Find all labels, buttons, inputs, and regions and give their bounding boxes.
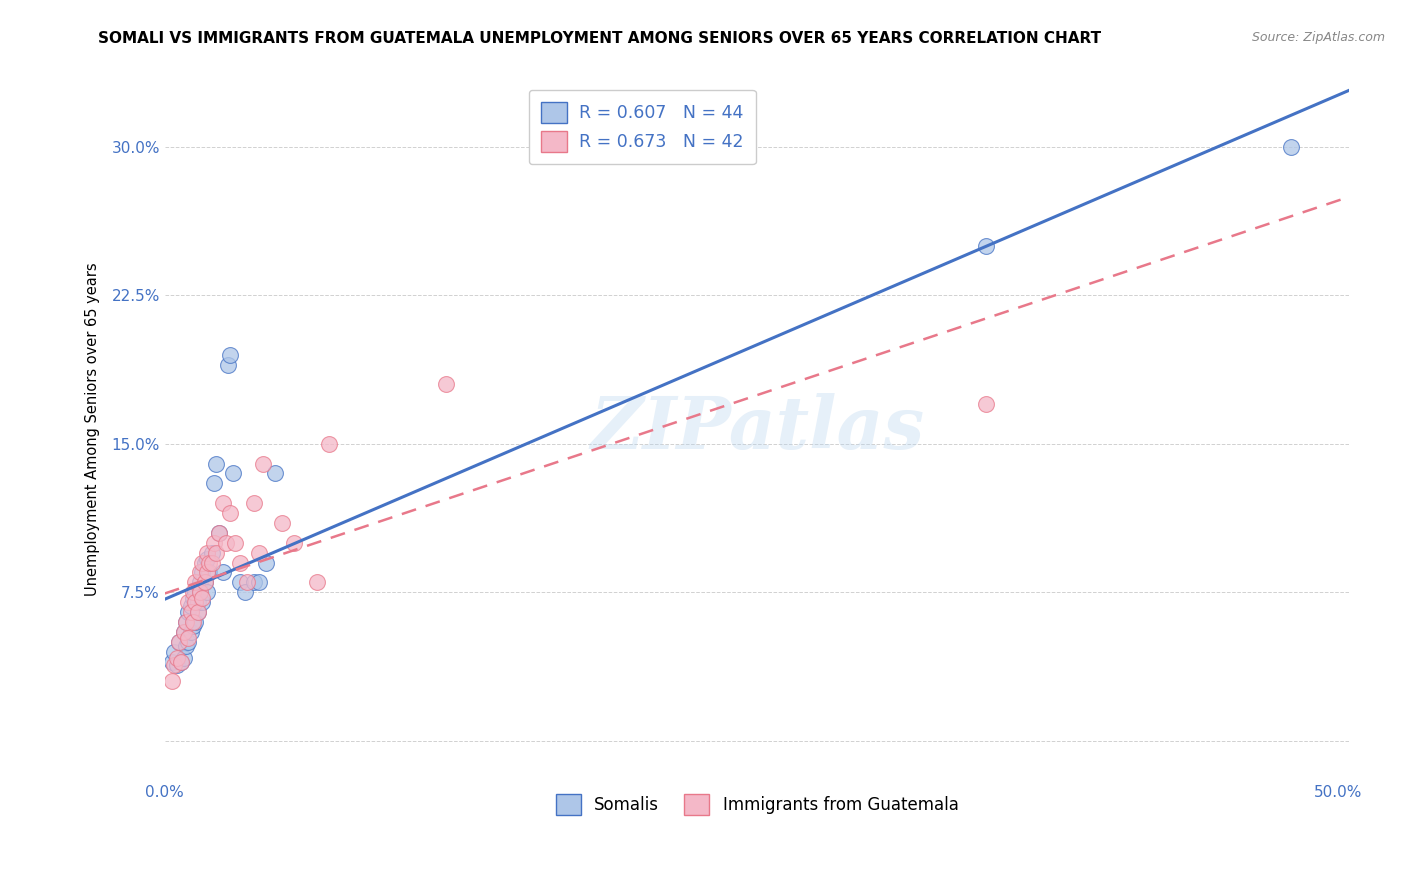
Point xyxy=(170,655,193,669)
Point xyxy=(1279,140,1302,154)
Point xyxy=(181,591,204,606)
Point xyxy=(163,658,186,673)
Point xyxy=(180,605,202,619)
Point xyxy=(236,575,259,590)
Point xyxy=(271,516,294,530)
Point xyxy=(187,595,209,609)
Point xyxy=(974,397,997,411)
Point xyxy=(187,605,209,619)
Point xyxy=(198,556,221,570)
Point xyxy=(177,595,200,609)
Point xyxy=(170,655,193,669)
Point xyxy=(174,615,197,629)
Point xyxy=(974,238,997,252)
Point xyxy=(205,457,228,471)
Point xyxy=(173,650,195,665)
Point xyxy=(195,566,218,580)
Text: Source: ZipAtlas.com: Source: ZipAtlas.com xyxy=(1251,31,1385,45)
Point xyxy=(247,546,270,560)
Point xyxy=(174,615,197,629)
Point xyxy=(205,546,228,560)
Point xyxy=(177,631,200,645)
Point xyxy=(243,575,266,590)
Point xyxy=(187,605,209,619)
Point xyxy=(194,575,217,590)
Point xyxy=(208,525,231,540)
Point xyxy=(188,585,211,599)
Point xyxy=(217,358,239,372)
Point xyxy=(191,566,214,580)
Point xyxy=(201,546,224,560)
Point xyxy=(195,546,218,560)
Point xyxy=(318,436,340,450)
Point xyxy=(184,585,207,599)
Point xyxy=(191,595,214,609)
Point xyxy=(181,619,204,633)
Point xyxy=(307,575,329,590)
Point xyxy=(180,599,202,613)
Point xyxy=(212,496,235,510)
Point xyxy=(184,575,207,590)
Point xyxy=(160,655,183,669)
Point xyxy=(208,525,231,540)
Point xyxy=(160,674,183,689)
Point xyxy=(195,551,218,566)
Point xyxy=(177,605,200,619)
Point xyxy=(247,575,270,590)
Point xyxy=(212,566,235,580)
Point xyxy=(283,535,305,549)
Point xyxy=(180,624,202,639)
Point xyxy=(195,585,218,599)
Point xyxy=(254,556,277,570)
Point xyxy=(252,457,274,471)
Point xyxy=(202,476,225,491)
Point xyxy=(191,591,214,606)
Text: SOMALI VS IMMIGRANTS FROM GUATEMALA UNEMPLOYMENT AMONG SENIORS OVER 65 YEARS COR: SOMALI VS IMMIGRANTS FROM GUATEMALA UNEM… xyxy=(98,31,1101,46)
Point xyxy=(184,615,207,629)
Point xyxy=(173,624,195,639)
Point xyxy=(188,575,211,590)
Point xyxy=(215,535,238,549)
Point xyxy=(229,575,252,590)
Point xyxy=(194,556,217,570)
Point xyxy=(166,658,188,673)
Point xyxy=(181,585,204,599)
Point xyxy=(173,624,195,639)
Point xyxy=(184,595,207,609)
Point xyxy=(163,645,186,659)
Point xyxy=(167,634,190,648)
Text: ZIPatlas: ZIPatlas xyxy=(591,393,924,465)
Point xyxy=(264,467,287,481)
Point xyxy=(434,377,457,392)
Legend: Somalis, Immigrants from Guatemala: Somalis, Immigrants from Guatemala xyxy=(546,784,969,825)
Point xyxy=(201,556,224,570)
Point xyxy=(191,556,214,570)
Point xyxy=(198,566,221,580)
Point xyxy=(243,496,266,510)
Point xyxy=(174,639,197,653)
Point xyxy=(167,634,190,648)
Point xyxy=(219,348,242,362)
Point xyxy=(219,506,242,520)
Point xyxy=(222,467,245,481)
Point xyxy=(181,615,204,629)
Point xyxy=(166,650,188,665)
Point xyxy=(229,556,252,570)
Y-axis label: Unemployment Among Seniors over 65 years: Unemployment Among Seniors over 65 years xyxy=(86,262,100,596)
Point xyxy=(202,535,225,549)
Point xyxy=(177,634,200,648)
Point xyxy=(188,566,211,580)
Point xyxy=(194,575,217,590)
Point xyxy=(188,585,211,599)
Point xyxy=(233,585,256,599)
Point xyxy=(224,535,246,549)
